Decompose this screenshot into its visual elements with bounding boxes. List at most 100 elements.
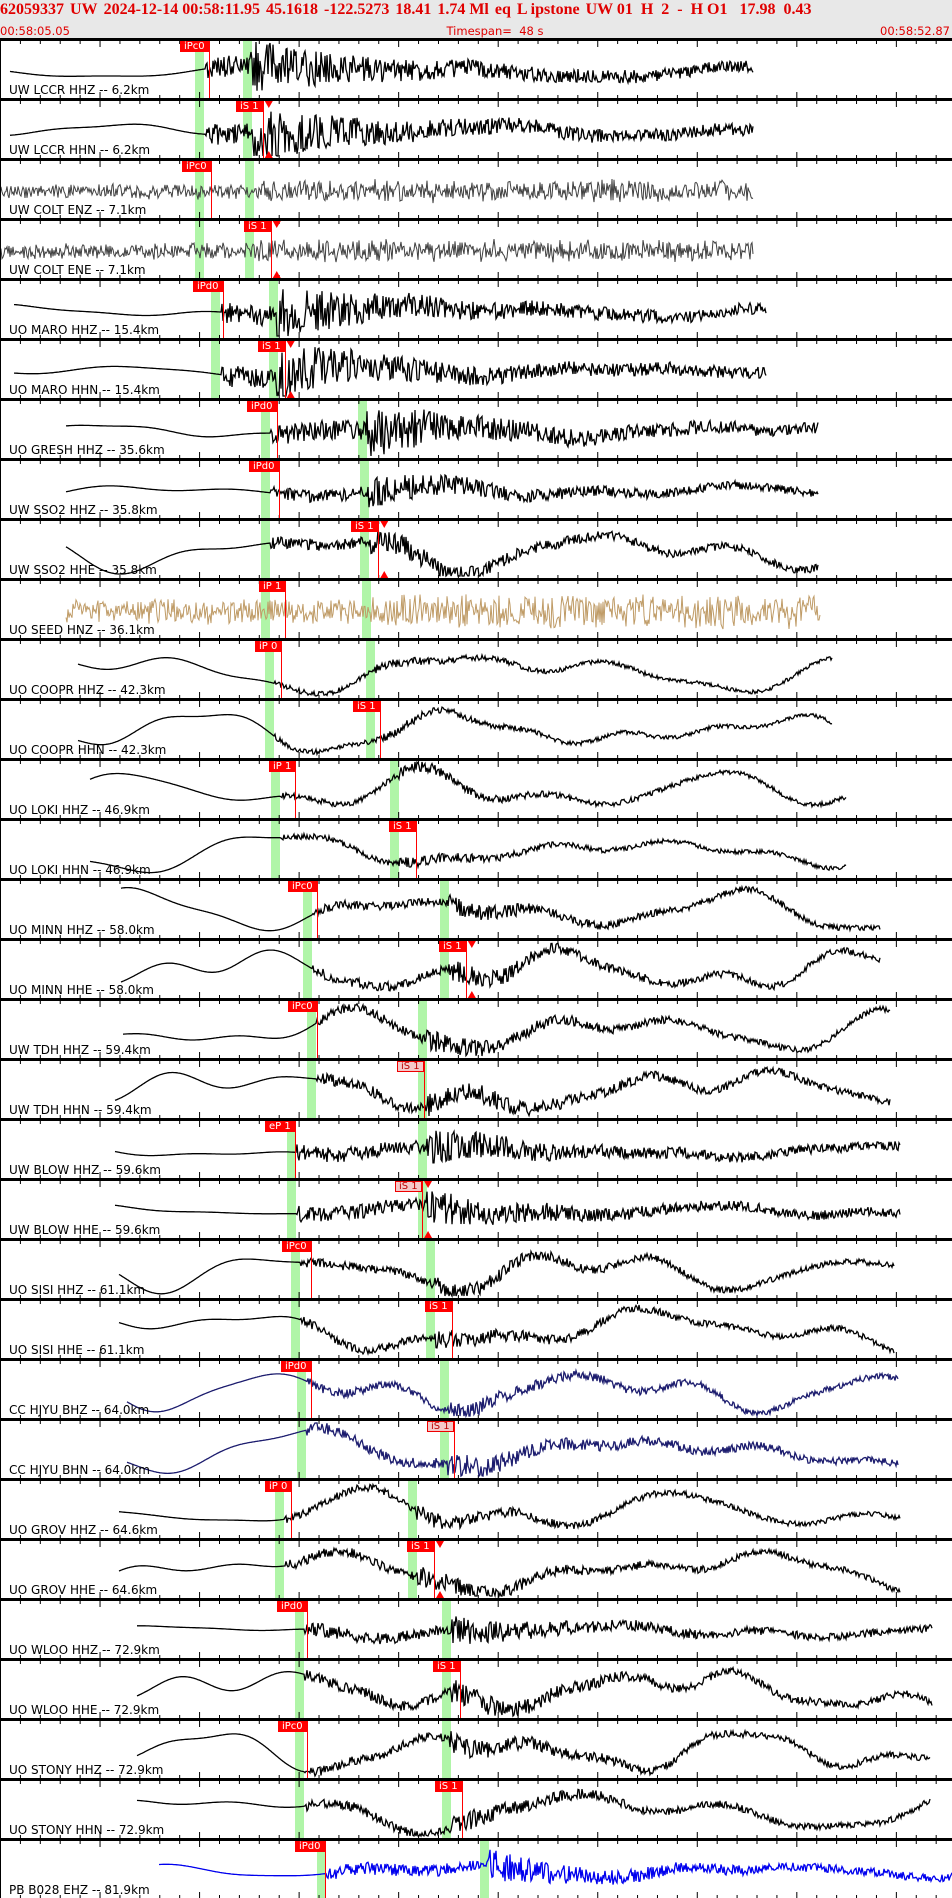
phase-pick-flag[interactable]: iPc0 — [288, 881, 317, 892]
trace-row[interactable]: iS 1 UO GROV HHE -- 64.6km — [0, 1538, 952, 1598]
phase-pick-flag[interactable]: iPd0 — [249, 461, 279, 472]
trace-row[interactable]: iPd0 UO GRESH HHZ -- 35.6km — [0, 398, 952, 458]
phase-pick-line[interactable] — [277, 401, 278, 458]
trace-row[interactable]: iPc0 UW COLT ENZ -- 7.1km — [0, 158, 952, 218]
phase-pick-flag[interactable]: iS 1 — [353, 701, 380, 712]
phase-pick-flag[interactable]: iS 1 — [236, 101, 263, 112]
trace-row[interactable]: iPd0 UO WLOO HHZ -- 72.9km — [0, 1598, 952, 1658]
phase-pick-flag[interactable]: eP 1 — [265, 1121, 295, 1132]
phase-pick-flag[interactable]: iP 0 — [265, 1481, 292, 1492]
trace-row[interactable]: iP 1 UO SEED HNZ -- 36.1km — [0, 578, 952, 638]
phase-pick-flag[interactable]: iPc0 — [182, 161, 211, 172]
phase-pick-line[interactable] — [462, 1781, 463, 1838]
trace-row[interactable]: iS 1 CC HJYU BHN -- 64.0km — [0, 1418, 952, 1478]
phase-pick-flag[interactable]: iS 1 — [351, 521, 378, 532]
phase-pick-line[interactable] — [380, 701, 381, 758]
trace-row[interactable]: iPd0 CC HJYU BHZ -- 64.0km — [0, 1358, 952, 1418]
phase-pick-line[interactable] — [422, 1181, 423, 1238]
channel-label: UW BLOW HHZ -- 59.6km — [9, 1163, 161, 1177]
phase-pick-flag[interactable]: iPd0 — [295, 1841, 325, 1852]
phase-pick-flag[interactable]: iPc0 — [180, 41, 209, 52]
pick-marker-up-icon — [286, 391, 295, 398]
phase-pick-line[interactable] — [223, 281, 224, 338]
phase-pick-flag[interactable]: iP 1 — [269, 761, 296, 772]
phase-pick-line[interactable] — [307, 1721, 308, 1778]
trace-row[interactable]: iP 1 UO LOKI HHZ -- 46.9km — [0, 758, 952, 818]
trace-row[interactable]: iS 1 UO SISI HHE -- 61.1km — [0, 1298, 952, 1358]
trace-row[interactable]: iS 1 UO COOPR HHN -- 42.3km — [0, 698, 952, 758]
phase-pick-line[interactable] — [466, 941, 467, 998]
phase-pick-line[interactable] — [317, 881, 318, 938]
channel-label: UW LCCR HHZ -- 6.2km — [9, 83, 150, 97]
phase-pick-line[interactable] — [325, 1841, 326, 1898]
trace-row[interactable]: iPc0 UO MINN HHZ -- 58.0km — [0, 878, 952, 938]
trace-row[interactable]: iPc0 UO SISI HHZ -- 61.1km — [0, 1238, 952, 1298]
trace-row[interactable]: iPc0 UW LCCR HHZ -- 6.2km — [0, 38, 952, 98]
phase-pick-flag[interactable]: iPd0 — [281, 1361, 311, 1372]
phase-pick-flag[interactable]: iS 1 — [395, 1181, 422, 1192]
trace-row[interactable]: iP 0 UO GROV HHZ -- 64.6km — [0, 1478, 952, 1538]
phase-pick-flag[interactable]: iP 0 — [255, 641, 282, 652]
phase-pick-flag[interactable]: iPd0 — [277, 1601, 307, 1612]
trace-row[interactable]: iPd0 PB B028 EHZ -- 81.9km — [0, 1838, 952, 1898]
phase-pick-line[interactable] — [311, 1241, 312, 1298]
time-range-bar: 00:58:05.05 Timespan= 48 s 00:58:52.87 — [0, 24, 952, 38]
trace-row[interactable]: iPd0 UO MARO HHZ -- 15.4km — [0, 278, 952, 338]
trace-row[interactable]: iPc0 UO STONY HHZ -- 72.9km — [0, 1718, 952, 1778]
phase-pick-flag[interactable]: iPd0 — [247, 401, 277, 412]
trace-row[interactable]: iPd0 UW SSO2 HHZ -- 35.8km — [0, 458, 952, 518]
trace-row[interactable]: iS 1 UW COLT ENE -- 7.1km — [0, 218, 952, 278]
trace-row[interactable]: iPc0 UW TDH HHZ -- 59.4km — [0, 998, 952, 1058]
phase-pick-flag[interactable]: iS 1 — [244, 221, 271, 232]
phase-pick-line[interactable] — [460, 1661, 461, 1718]
phase-pick-flag[interactable]: iS 1 — [427, 1421, 454, 1432]
phase-pick-line[interactable] — [378, 521, 379, 578]
trace-row[interactable]: iS 1 UO MINN HHE -- 58.0km — [0, 938, 952, 998]
trace-row[interactable]: iS 1 UW BLOW HHE -- 59.6km — [0, 1178, 952, 1238]
phase-pick-flag[interactable]: iS 1 — [433, 1661, 460, 1672]
phase-pick-line[interactable] — [295, 1121, 296, 1178]
trace-row[interactable]: iS 1 UW LCCR HHN -- 6.2km — [0, 98, 952, 158]
phase-pick-line[interactable] — [271, 221, 272, 278]
phase-pick-flag[interactable]: iPc0 — [288, 1001, 317, 1012]
phase-pick-line[interactable] — [211, 161, 212, 218]
seismogram-trace — [89, 831, 847, 874]
phase-pick-line[interactable] — [285, 581, 286, 638]
trace-row[interactable]: iS 1 UW SSO2 HHE -- 35.8km — [0, 518, 952, 578]
trace-row[interactable]: iS 1 UO WLOO HHE -- 72.9km — [0, 1658, 952, 1718]
trace-row[interactable]: iS 1 UO MARO HHN -- 15.4km — [0, 338, 952, 398]
phase-pick-flag[interactable]: iS 1 — [425, 1301, 452, 1312]
phase-pick-line[interactable] — [452, 1301, 453, 1358]
phase-pick-line[interactable] — [424, 1061, 425, 1118]
trace-row[interactable]: iS 1 UO STONY HHN -- 72.9km — [0, 1778, 952, 1838]
phase-pick-flag[interactable]: iPc0 — [278, 1721, 307, 1732]
phase-pick-line[interactable] — [279, 461, 280, 518]
p-window-band — [306, 1001, 316, 1058]
phase-pick-line[interactable] — [317, 1001, 318, 1058]
phase-pick-flag[interactable]: iS 1 — [397, 1061, 424, 1072]
phase-pick-line[interactable] — [434, 1541, 435, 1598]
phase-pick-flag[interactable]: iS 1 — [407, 1541, 434, 1552]
phase-pick-flag[interactable]: iS 1 — [435, 1781, 462, 1792]
phase-pick-line[interactable] — [285, 341, 286, 398]
phase-pick-line[interactable] — [281, 641, 282, 698]
phase-pick-flag[interactable]: iP 1 — [259, 581, 286, 592]
phase-pick-line[interactable] — [307, 1601, 308, 1658]
phase-pick-line[interactable] — [291, 1481, 292, 1538]
phase-pick-flag[interactable]: iS 1 — [258, 341, 285, 352]
phase-pick-line[interactable] — [295, 761, 296, 818]
phase-pick-line[interactable] — [416, 821, 417, 878]
phase-pick-line[interactable] — [209, 41, 210, 98]
phase-pick-flag[interactable]: iS 1 — [389, 821, 416, 832]
trace-row[interactable]: iS 1 UO LOKI HHN -- 46.9km — [0, 818, 952, 878]
phase-pick-line[interactable] — [263, 101, 264, 158]
phase-pick-line[interactable] — [311, 1361, 312, 1418]
phase-pick-line[interactable] — [454, 1421, 455, 1478]
trace-row[interactable]: iP 0 UO COOPR HHZ -- 42.3km — [0, 638, 952, 698]
phase-pick-flag[interactable]: iPc0 — [282, 1241, 311, 1252]
p-window-band — [274, 1481, 284, 1538]
phase-pick-flag[interactable]: iS 1 — [439, 941, 466, 952]
trace-row[interactable]: iS 1 UW TDH HHN -- 59.4km — [0, 1058, 952, 1118]
phase-pick-flag[interactable]: iPd0 — [193, 281, 223, 292]
trace-row[interactable]: eP 1 UW BLOW HHZ -- 59.6km — [0, 1118, 952, 1178]
